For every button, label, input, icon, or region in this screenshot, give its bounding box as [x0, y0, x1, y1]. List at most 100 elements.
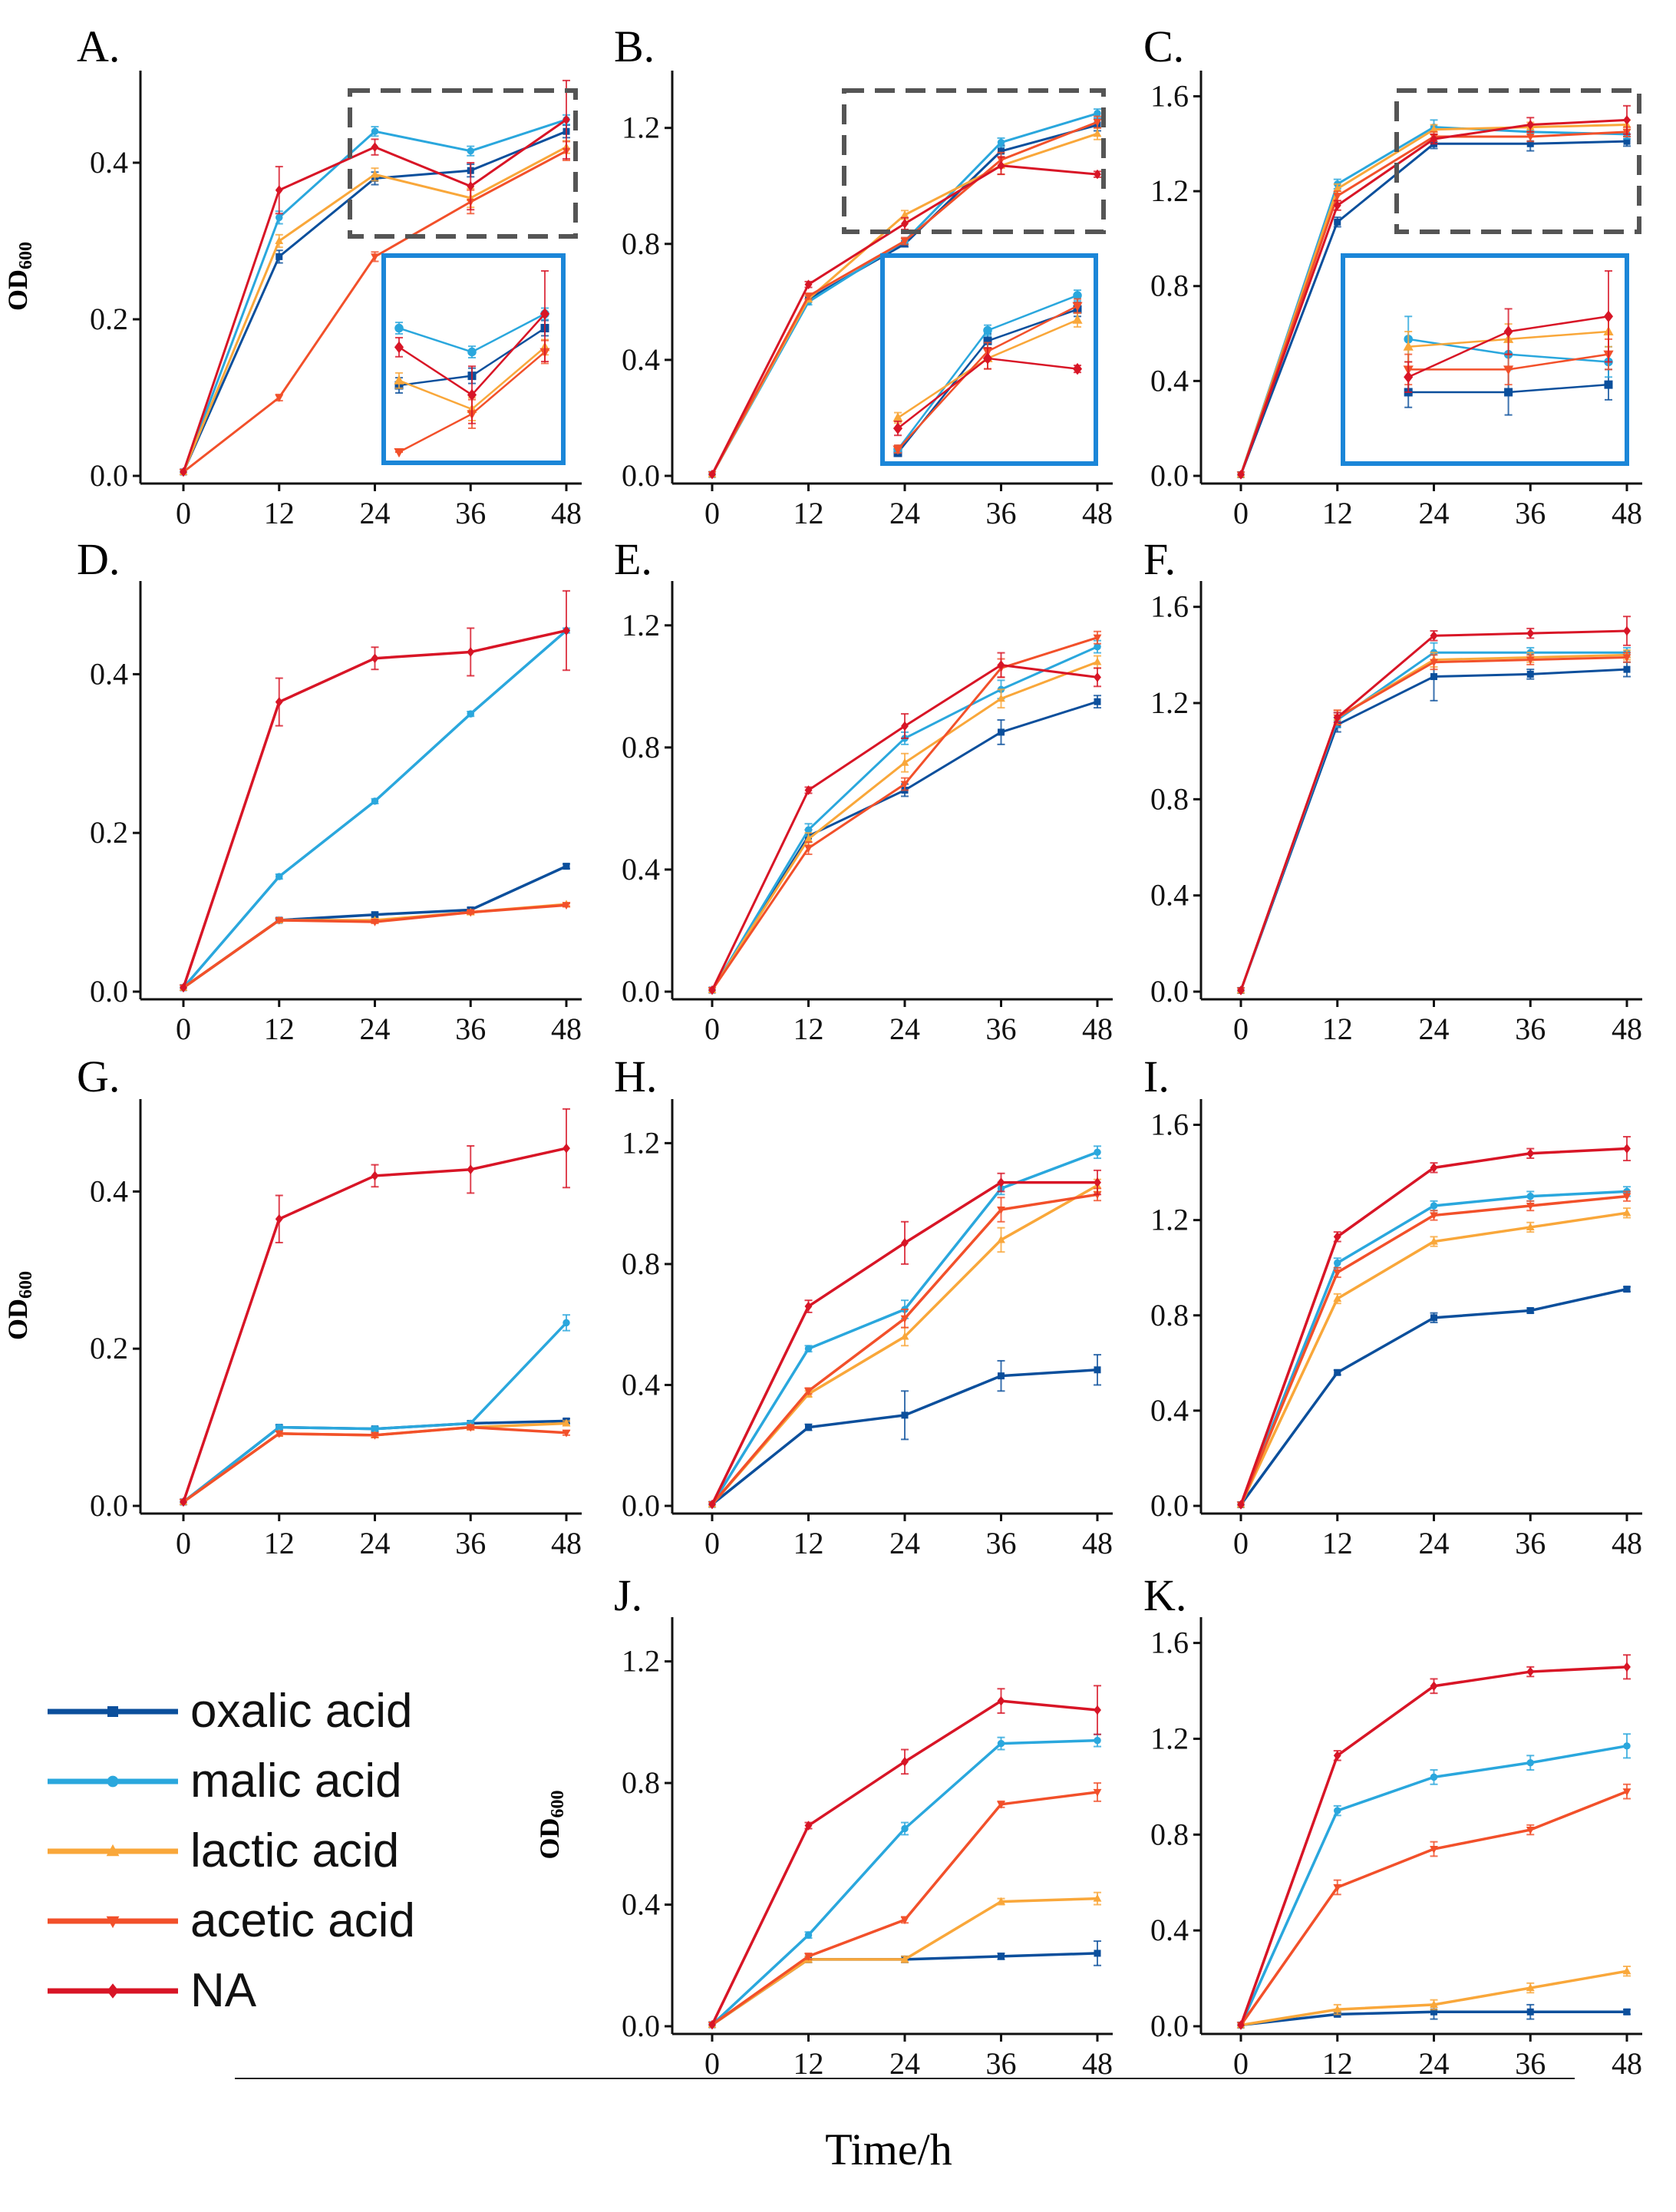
chart-panels: A.0.00.20.40 12 24 36 48OD600B.0.00.40.81.20… [2, 21, 1642, 2081]
data-point-oxalic [1094, 1950, 1101, 1957]
inset-data-point-lactic [394, 375, 404, 385]
legend-label: oxalic acid [190, 1685, 412, 1738]
y-axis-title-subscript: 600 [16, 1271, 36, 1299]
data-point-na [1094, 169, 1101, 180]
data-point-na [563, 1143, 570, 1154]
data-point-oxalic [1623, 2008, 1631, 2016]
data-point-na [1526, 1666, 1535, 1677]
data-point-lactic [997, 694, 1005, 702]
data-point-lactic [1333, 1294, 1342, 1302]
data-point-na [1333, 200, 1341, 210]
data-point-acetic [371, 253, 379, 262]
x-tick-label: 48 [1612, 496, 1642, 530]
data-point-na [1623, 115, 1631, 125]
chart-panel-g: G. 0.0 0.2 0.4 0 12 24 36 48 OD600 [2, 1052, 582, 1560]
data-point-acetic [1622, 1193, 1631, 1201]
data-point-oxalic [1623, 1286, 1631, 1293]
panel-letter-j: J. [614, 1570, 642, 1620]
chart-panel-i: I. 0.0 0.4 0.8 1.2 1.6 0 12 24 36 48 [1143, 1052, 1642, 1560]
y-tick-label: 0.0 [1150, 2009, 1189, 2043]
series-line-lactic [711, 661, 1098, 991]
y-tick-label: 0.0 [1150, 458, 1189, 493]
data-point-na [1094, 1705, 1101, 1715]
y-tick-label: 0.8 [1150, 1298, 1189, 1332]
y-tick-label: 0.4 [90, 145, 128, 180]
x-axis-title: Time/h [825, 2125, 952, 2174]
data-point-na [371, 653, 379, 664]
inset-data-point-na [467, 388, 477, 401]
data-point-lactic [1430, 2000, 1438, 2008]
x-tick-label: 36 [1515, 496, 1546, 530]
data-point-na [1094, 1177, 1101, 1187]
y-axis-title-base: OD [2, 269, 33, 311]
data-point-malic [371, 127, 379, 135]
data-point-oxalic [1430, 1314, 1437, 1322]
x-tick-label: 24 [360, 496, 391, 530]
legend-label: malic acid [190, 1755, 402, 1808]
inset-data-point-acetic [1503, 365, 1514, 375]
x-tick-label: 48 [1082, 496, 1113, 530]
data-point-na [997, 660, 1005, 670]
panel-letter-k: K. [1143, 1570, 1186, 1620]
panel-letter-g: G. [77, 1052, 120, 1101]
data-point-oxalic [1334, 218, 1341, 226]
data-point-na [180, 1497, 187, 1507]
data-point-acetic [997, 1206, 1005, 1214]
data-point-na [180, 467, 187, 477]
panel-letter-i: I. [1143, 1052, 1170, 1101]
x-tick-label: 0 [1233, 496, 1249, 530]
y-tick-label: 0.0 [622, 2009, 660, 2043]
data-point-na [1237, 985, 1245, 995]
y-tick-label: 0.4 [1150, 1913, 1189, 1947]
data-point-na [901, 219, 909, 229]
x-tick-label: 36 [1515, 1012, 1546, 1046]
data-point-oxalic [998, 728, 1005, 736]
x-tick-label: 12 [1322, 1012, 1353, 1046]
data-point-lactic [1093, 1893, 1102, 1902]
x-tick-label: 36 [1515, 2046, 1546, 2081]
y-tick-label: 0.4 [622, 852, 660, 886]
x-tick-label: 12 [793, 2046, 824, 2081]
data-point-malic [1094, 110, 1101, 117]
data-point-na [467, 1164, 475, 1175]
y-tick-label: 1.6 [1150, 589, 1189, 624]
data-point-oxalic [1094, 1366, 1101, 1374]
x-tick-label: 0 [1233, 1526, 1249, 1560]
data-point-na [901, 1238, 909, 1248]
x-tick-label: 36 [986, 1526, 1017, 1560]
x-tick-label: 48 [1612, 2046, 1642, 2081]
data-point-lactic [997, 1897, 1005, 1905]
data-point-acetic [1526, 1202, 1535, 1210]
inset-data-point-malic [983, 325, 992, 335]
data-point-na [467, 647, 475, 657]
x-tick-label: 24 [1419, 2046, 1450, 2081]
series-line-na [182, 629, 567, 989]
data-point-acetic [1526, 133, 1535, 141]
inset-data-point-acetic [394, 448, 404, 458]
inset-data-point-na [539, 308, 550, 320]
inset-data-point-na [394, 341, 404, 354]
legend-item-na: NA [48, 1964, 257, 2017]
data-point-lactic [900, 758, 909, 766]
y-axis-title: OD600 [2, 1271, 36, 1340]
data-point-malic [997, 138, 1005, 147]
data-point-acetic [997, 1801, 1005, 1809]
x-tick-label: 0 [704, 1526, 720, 1560]
data-point-acetic [1526, 1827, 1535, 1834]
inset-data-point-na [892, 422, 903, 434]
x-tick-label: 0 [176, 1526, 191, 1560]
y-tick-label: 1.6 [1150, 1626, 1189, 1660]
data-point-acetic [1622, 1788, 1631, 1796]
data-point-na [901, 721, 909, 731]
data-point-acetic [1333, 193, 1342, 201]
inset-data-point-malic [1073, 291, 1082, 300]
y-tick-label: 0.4 [622, 1887, 660, 1922]
x-tick-label: 48 [1082, 1526, 1113, 1560]
data-point-na [1333, 712, 1341, 723]
data-point-acetic [1430, 659, 1438, 667]
inset-data-point-na [1603, 310, 1614, 322]
data-point-na [804, 279, 813, 289]
data-point-malic [275, 213, 283, 222]
legend-item-malic: malic acid [48, 1755, 402, 1808]
inset-data-point-oxalic [1504, 388, 1513, 397]
